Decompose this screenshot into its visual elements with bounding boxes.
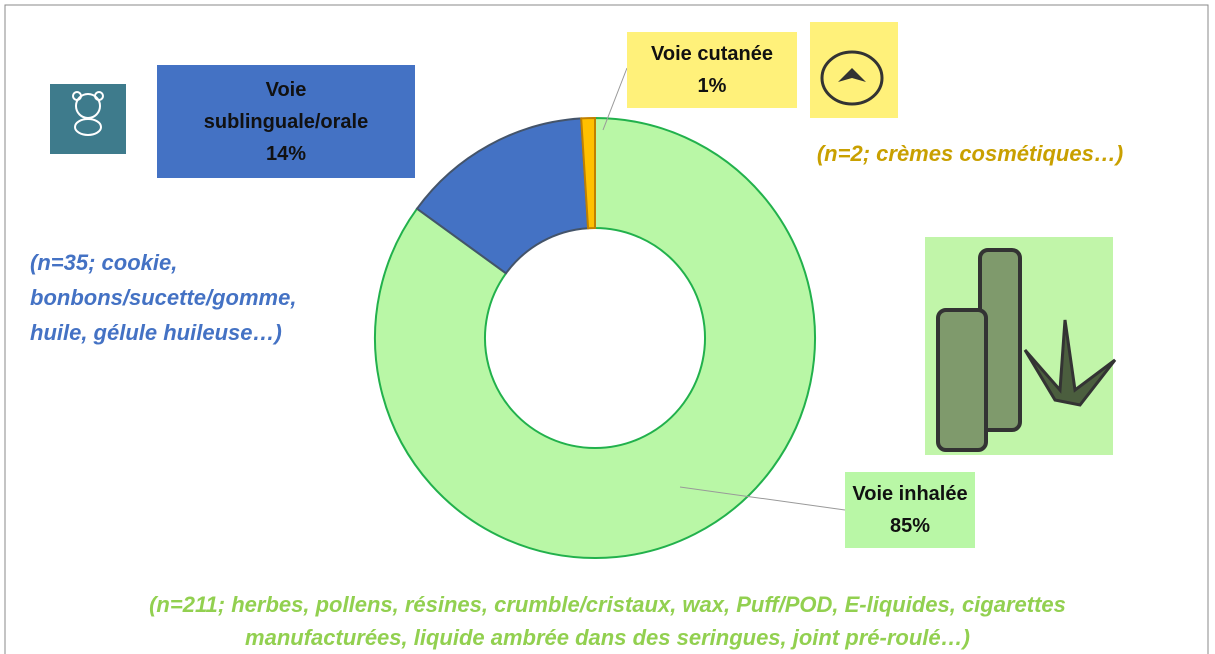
donut-slice (580, 116, 596, 230)
leader-line (679, 486, 846, 511)
donut-slice (374, 116, 816, 559)
annotation: (n=211; herbes, pollens, résines, crumbl… (149, 592, 1066, 617)
annotation: bonbons/sucette/gomme, (30, 285, 297, 310)
label-value: 85% (889, 515, 931, 537)
vape-icon (925, 237, 1117, 455)
data-label: Voie sublinguale/orale 14% (157, 65, 415, 178)
annotation: (n=35; cookie, (30, 250, 178, 275)
leader-line (602, 67, 628, 131)
data-label: Voie inhalée 85% (845, 472, 975, 548)
zen-bears-logo (50, 84, 126, 154)
cream-jar-icon (810, 22, 898, 118)
annotation: manufacturées, liquide ambrée dans des s… (245, 625, 970, 650)
label-name: Voie inhalée (852, 483, 968, 505)
frame (4, 4, 1209, 654)
label-name: Voie cutanée (651, 43, 773, 65)
label-name: Voie sublinguale/orale (203, 78, 369, 133)
data-label: Voie cutanée 1% (627, 32, 797, 108)
annotation: huile, gélule huileuse…) (30, 320, 282, 345)
label-value: 14% (265, 142, 307, 165)
label-value: 1% (697, 75, 727, 97)
annotation: (n=2; crèmes cosmétiques…) (816, 141, 1124, 166)
